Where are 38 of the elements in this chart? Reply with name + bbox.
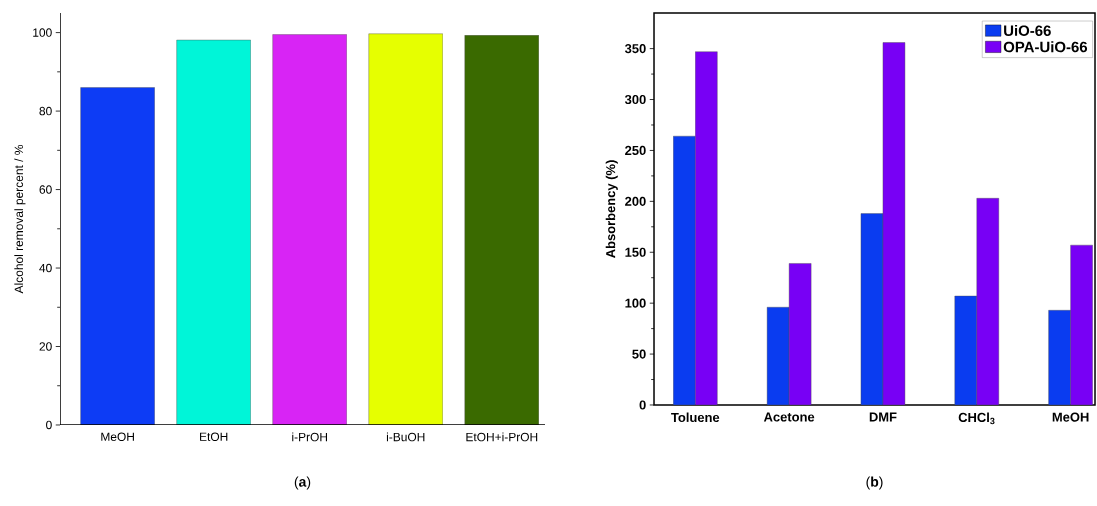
x-tick-label: EtOH+i-PrOH xyxy=(466,432,538,442)
bar xyxy=(954,295,977,405)
y-tick-label: 50 xyxy=(632,349,646,359)
bar xyxy=(368,33,443,425)
bar xyxy=(464,35,539,425)
x-tick-label: DMF xyxy=(869,412,897,422)
x-tick-label: MeOH xyxy=(101,432,134,441)
bar xyxy=(860,213,884,405)
y-tick-label: 200 xyxy=(625,196,646,206)
y-tick-label: 100 xyxy=(625,298,646,308)
x-tick-label: CHCl$_{3}$ xyxy=(958,412,995,425)
y-tick-label: 60 xyxy=(39,185,52,194)
bar xyxy=(1048,310,1071,405)
y-tick-label: 100 xyxy=(33,28,52,37)
legend-label: UiO-66 xyxy=(1004,25,1051,36)
y-tick-label: 350 xyxy=(624,44,646,54)
y-tick-label: 150 xyxy=(625,247,646,257)
x-tick-label: MeOH xyxy=(1052,412,1089,422)
bar xyxy=(272,34,347,425)
legend-label: OPA-UiO-66 xyxy=(1003,41,1088,53)
y-axis-title: Absorbency (%) xyxy=(605,160,618,258)
x-tick-label: Acetone xyxy=(763,412,815,422)
y-tick-label: 0 xyxy=(46,420,52,430)
y-tick-label: 250 xyxy=(625,145,646,156)
x-tick-label: EtOH xyxy=(200,432,228,441)
bar xyxy=(673,135,696,405)
x-tick-label: Toluene xyxy=(671,412,720,423)
bar xyxy=(80,87,155,425)
y-axis-title: Alcohol removal percent / % xyxy=(14,145,26,294)
text: (a) xyxy=(294,476,311,490)
text: (b) xyxy=(866,476,883,490)
y-tick-label: 80 xyxy=(39,106,52,116)
y-tick-label: 0 xyxy=(639,400,646,410)
y-tick-label: 20 xyxy=(39,342,52,351)
x-tick-label: i-PrOH xyxy=(292,432,327,442)
y-tick-label: 40 xyxy=(39,263,52,273)
y-tick-label: 300 xyxy=(624,94,646,105)
x-tick-label: i-BuOH xyxy=(386,432,425,442)
